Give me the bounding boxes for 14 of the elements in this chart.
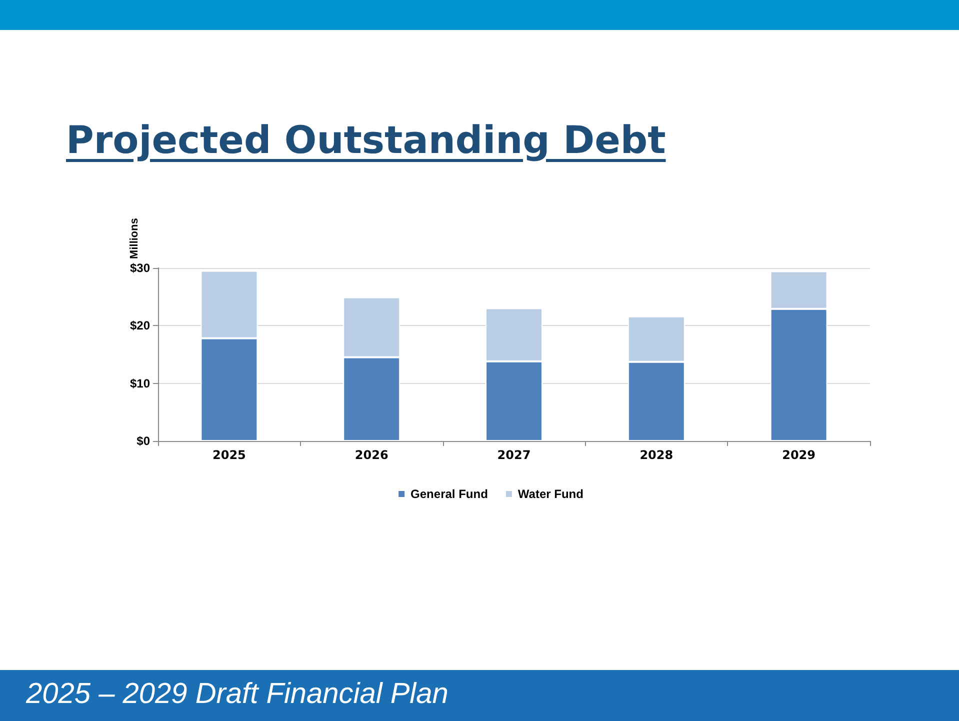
y-tick-label: $10	[130, 376, 150, 390]
x-tick-label: 2027	[497, 448, 531, 462]
x-tick-label: 2028	[640, 448, 674, 462]
legend-label: Water Fund	[518, 487, 584, 501]
y-tick-label: $20	[130, 318, 150, 333]
x-tick-label: 2025	[212, 448, 246, 462]
y-tick-label: $30	[130, 260, 150, 275]
x-tick-label: 2029	[782, 448, 816, 462]
legend-label: General Fund	[410, 487, 488, 501]
y-axis-title: Millions	[128, 218, 140, 259]
chart-title: Projected Outstanding Debt	[66, 118, 666, 162]
text: 2025 – 2029 Draft Financial Plan	[26, 678, 448, 711]
y-tick-label: $0	[136, 434, 150, 448]
x-tick-label: 2026	[354, 448, 388, 462]
